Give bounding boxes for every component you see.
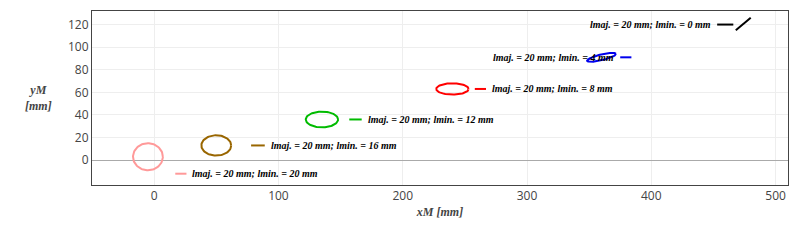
- svg-text:xM [mm]: xM [mm]: [416, 205, 463, 219]
- svg-text:300: 300: [517, 187, 538, 204]
- svg-text:40: 40: [75, 106, 89, 123]
- svg-text:80: 80: [75, 61, 89, 78]
- svg-text:yM[mm]: yM[mm]: [25, 83, 52, 113]
- svg-text:100: 100: [68, 38, 89, 55]
- svg-text:500: 500: [765, 187, 786, 204]
- svg-text:lmaj. = 20 mm; lmin. = 20 mm: lmaj. = 20 mm; lmin. = 20 mm: [192, 168, 318, 179]
- svg-text:0: 0: [151, 187, 158, 204]
- svg-text:lmaj. = 20 mm; lmin. = 8 mm: lmaj. = 20 mm; lmin. = 8 mm: [492, 83, 613, 94]
- svg-text:0: 0: [82, 151, 89, 168]
- svg-text:lmaj. = 20 mm; lmin. = 16 mm: lmaj. = 20 mm; lmin. = 16 mm: [271, 140, 397, 151]
- svg-text:200: 200: [392, 187, 413, 204]
- svg-text:100: 100: [268, 187, 289, 204]
- svg-text:lmaj. = 20 mm; lmin. = 4 mm: lmaj. = 20 mm; lmin. = 4 mm: [493, 52, 614, 63]
- svg-text:120: 120: [68, 16, 89, 33]
- svg-text:lmaj. = 20 mm; lmin. = 0 mm: lmaj. = 20 mm; lmin. = 0 mm: [590, 19, 711, 30]
- svg-text:400: 400: [641, 187, 662, 204]
- svg-text:lmaj. = 20 mm; lmin. = 12 mm: lmaj. = 20 mm; lmin. = 12 mm: [368, 114, 494, 125]
- svg-text:20: 20: [75, 129, 89, 146]
- svg-text:60: 60: [75, 84, 89, 101]
